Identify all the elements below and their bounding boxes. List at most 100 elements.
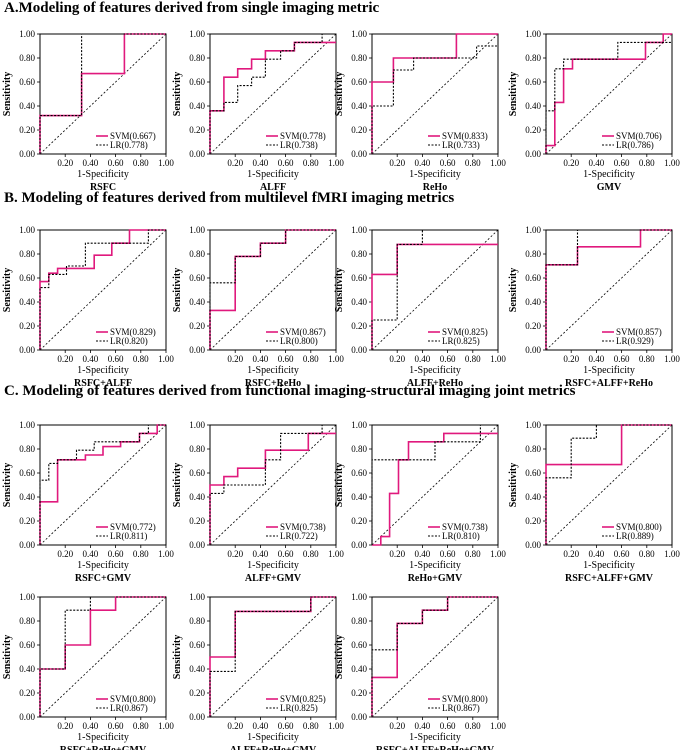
y-tick-label: 0.60 (351, 273, 367, 283)
y-tick-label: 0.60 (19, 640, 35, 650)
x-tick-label: 0.80 (465, 549, 481, 559)
y-axis-label: Sensitivity (508, 72, 519, 116)
y-axis-label: Sensitivity (172, 635, 183, 679)
x-tick-label: 1.00 (158, 158, 174, 168)
x-tick-label: 0.80 (303, 354, 319, 364)
legend-lr-label: LR(0.825) (280, 703, 318, 713)
x-tick-label: 0.80 (465, 721, 481, 731)
panel-title: RSFC+ALFF+ReHo+GMV (376, 745, 495, 750)
y-tick-label: 0.20 (19, 125, 35, 135)
chance-diagonal (209, 596, 337, 718)
lr-roc-curve (545, 229, 672, 350)
panel-title: RSFC (90, 182, 116, 193)
y-tick-label: 0.60 (351, 640, 367, 650)
x-tick-label: 0.60 (108, 354, 124, 364)
y-tick-label: 0.20 (189, 125, 205, 135)
x-axis-label: 1-Specificity (409, 169, 461, 180)
legend-lr-label: LR(0.929) (616, 336, 654, 346)
x-tick-label: 0.60 (108, 158, 124, 168)
roc-panel-c6: 0.00 0.20 0.40 0.60 0.80 1.00 0.20 0.40 0.60 0.80… (172, 592, 344, 750)
y-axis-label: Sensitivity (334, 635, 345, 679)
roc-panel-c3: 0.00 0.20 0.40 0.60 0.80 1.00 0.20 0.40 0.60 0.80… (334, 420, 506, 584)
y-tick-label: 0.80 (189, 444, 205, 454)
chance-diagonal (39, 424, 167, 546)
legend-svm-label: SVM(0.667) (110, 131, 156, 141)
y-tick-label: 0.20 (351, 125, 367, 135)
x-axis-label: 1-Specificity (77, 732, 129, 743)
panel-title: RSFC+ALFF+ReHo (565, 378, 653, 389)
roc-panel-a3: 0.00 0.20 0.40 0.60 0.80 1.00 0.20 0.40 0.60 0.80… (334, 29, 506, 193)
y-tick-label: 0.80 (19, 249, 35, 259)
y-tick-label: 0.20 (189, 516, 205, 526)
panel-title: ALFF+ReHo+GMV (230, 745, 317, 750)
y-tick-label: 0.00 (189, 345, 205, 355)
x-tick-label: 0.80 (133, 721, 149, 731)
y-tick-label: 0.60 (525, 77, 541, 87)
chance-diagonal (371, 229, 499, 351)
y-tick-label: 0.40 (525, 101, 541, 111)
y-tick-label: 1.00 (19, 592, 35, 602)
x-tick-label: 0.40 (83, 721, 99, 731)
lr-roc-curve (39, 229, 166, 350)
x-tick-label: 0.20 (57, 721, 73, 731)
x-tick-label: 0.60 (440, 549, 456, 559)
y-tick-label: 0.20 (351, 688, 367, 698)
x-tick-label: 0.40 (253, 158, 269, 168)
y-tick-label: 0.40 (351, 492, 367, 502)
section-b-title: B. Modeling of features derived from mul… (4, 190, 455, 206)
y-tick-label: 0.40 (19, 664, 35, 674)
legend-svm-label: SVM(0.833) (442, 131, 488, 141)
x-tick-label: 0.60 (614, 158, 630, 168)
y-axis-label: Sensitivity (334, 463, 345, 507)
y-tick-label: 0.40 (19, 297, 35, 307)
x-tick-label: 0.40 (83, 158, 99, 168)
legend-svm-label: SVM(0.825) (442, 327, 488, 337)
x-axis-label: 1-Specificity (409, 560, 461, 571)
y-tick-label: 0.40 (351, 297, 367, 307)
x-tick-label: 0.20 (57, 158, 73, 168)
y-axis-label: Sensitivity (508, 268, 519, 312)
x-axis-label: 1-Specificity (247, 365, 299, 376)
y-tick-label: 0.80 (19, 616, 35, 626)
chance-diagonal (209, 33, 337, 155)
legend-svm-label: SVM(0.829) (110, 327, 156, 337)
panel-title: ReHo+GMV (408, 573, 463, 584)
y-tick-label: 0.60 (525, 468, 541, 478)
panel-title: RSFC+ALFF+GMV (565, 573, 654, 584)
y-tick-label: 1.00 (19, 225, 35, 235)
y-tick-label: 0.40 (189, 664, 205, 674)
x-tick-label: 1.00 (490, 721, 506, 731)
x-tick-label: 0.60 (440, 158, 456, 168)
legend-svm-label: SVM(0.772) (110, 522, 156, 532)
x-tick-label: 0.40 (415, 354, 431, 364)
svm-roc-curve (371, 243, 498, 350)
x-axis-label: 1-Specificity (583, 169, 635, 180)
legend-lr-label: LR(0.722) (280, 531, 318, 541)
y-tick-label: 0.00 (351, 149, 367, 159)
y-tick-label: 0.80 (525, 53, 541, 63)
y-tick-label: 0.40 (189, 101, 205, 111)
chance-diagonal (39, 596, 167, 718)
x-tick-label: 0.60 (614, 354, 630, 364)
y-tick-label: 0.80 (189, 616, 205, 626)
y-tick-label: 1.00 (189, 29, 205, 39)
y-tick-label: 0.00 (19, 712, 35, 722)
y-tick-label: 1.00 (525, 225, 541, 235)
x-tick-label: 1.00 (490, 549, 506, 559)
y-tick-label: 0.80 (351, 616, 367, 626)
legend-lr-label: LR(0.867) (442, 703, 480, 713)
lr-roc-curve (371, 424, 498, 545)
roc-panel-b3: 0.00 0.20 0.40 0.60 0.80 1.00 0.20 0.40 0.60 0.80… (334, 225, 506, 389)
section-a-title: A.Modeling of features derived from sing… (4, 0, 380, 16)
x-tick-label: 0.40 (415, 158, 431, 168)
svm-roc-curve (209, 41, 336, 154)
legend-svm-label: SVM(0.825) (280, 694, 326, 704)
y-tick-label: 0.60 (19, 77, 35, 87)
svm-roc-curve (209, 432, 336, 545)
y-tick-label: 0.20 (351, 516, 367, 526)
lr-roc-curve (371, 229, 498, 350)
y-tick-label: 0.40 (19, 492, 35, 502)
x-tick-label: 0.60 (278, 721, 294, 731)
x-tick-label: 0.40 (415, 721, 431, 731)
roc-panel-a2: 0.00 0.20 0.40 0.60 0.80 1.00 0.20 0.40 0.60 0.80… (172, 29, 344, 193)
